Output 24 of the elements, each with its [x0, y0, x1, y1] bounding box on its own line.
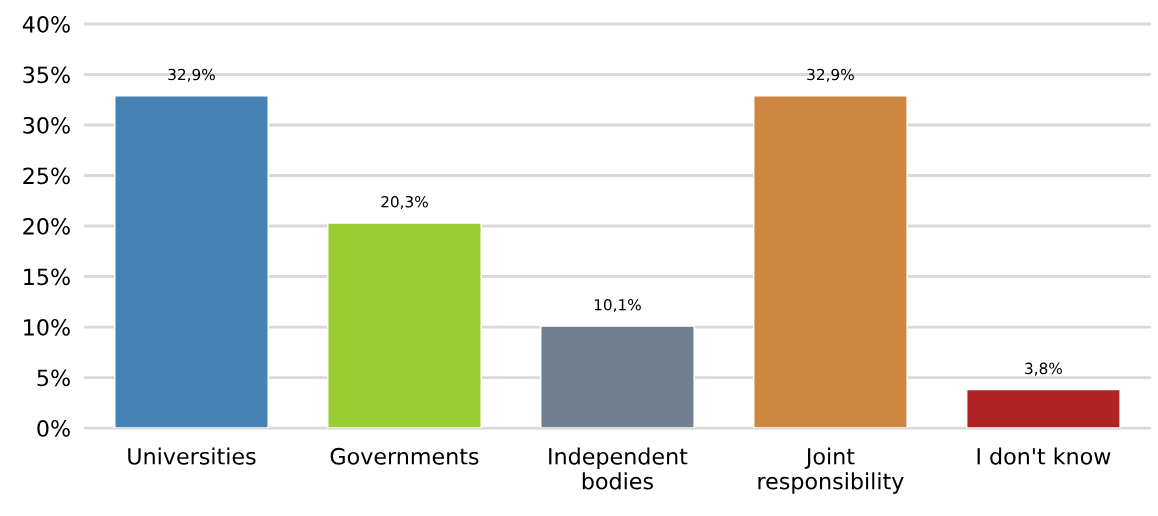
y-tick-label: 0%: [37, 419, 70, 437]
data-label: 32,9%: [168, 68, 215, 82]
y-tick-label: 40%: [22, 15, 70, 33]
y-tick-label: 25%: [23, 167, 70, 185]
bar: [327, 222, 482, 429]
y-tick-label: 5%: [37, 369, 70, 387]
y-tick-label: 35%: [23, 66, 70, 84]
y-tick-label: 30%: [23, 116, 70, 134]
bar: [114, 95, 269, 429]
bar: [753, 95, 908, 429]
data-label: 20,3%: [381, 195, 428, 210]
data-label: 32,9%: [807, 68, 854, 82]
y-tick-label: 15%: [24, 268, 70, 286]
x-tick-label: Universities: [128, 447, 256, 465]
x-tick-label: Joint responsibility: [758, 447, 904, 494]
x-tick-label: Governments: [330, 447, 479, 465]
bar: [540, 325, 695, 429]
x-tick-label: I don't know: [977, 447, 1111, 465]
y-tick-label: 20%: [23, 217, 70, 235]
x-tick-label: Independent bodies: [549, 447, 688, 490]
y-tick-label: 10%: [24, 318, 70, 336]
bar: [966, 388, 1121, 429]
data-label: 10,1%: [594, 298, 641, 313]
data-label: 3,8%: [1025, 362, 1062, 376]
